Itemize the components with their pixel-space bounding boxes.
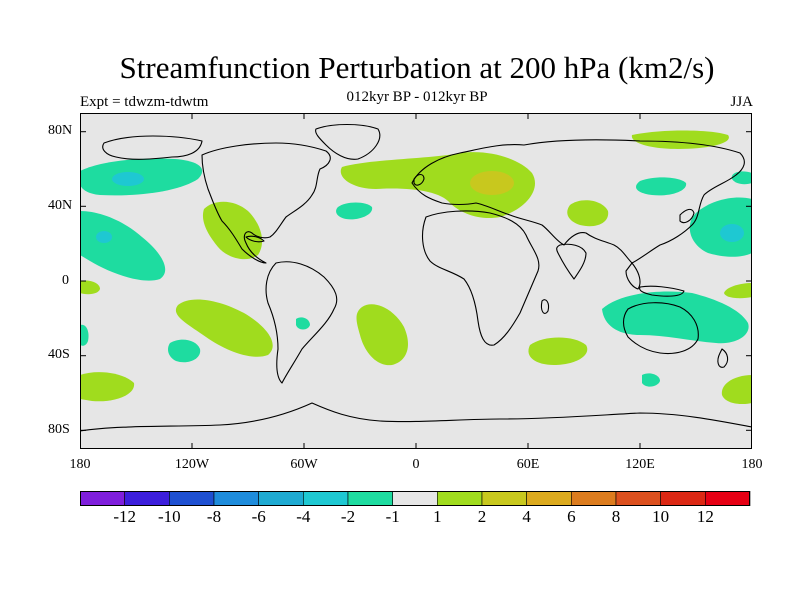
colorbar-box-2 [169, 491, 215, 506]
colorbar-label-10: 6 [567, 507, 576, 526]
positive-anomaly-layer [80, 130, 752, 405]
colorbar-boxes [80, 491, 751, 506]
colorbar-label-9: 4 [522, 507, 531, 526]
colorbar-label-2: -8 [206, 507, 222, 526]
anomaly-arctic [631, 130, 729, 149]
anomaly-sw-pacific [80, 372, 135, 402]
colorbar-label-11: 8 [611, 507, 621, 526]
colorbar-box-3 [213, 491, 259, 506]
lat-label-80n: 80N [48, 123, 73, 138]
coast-uk [413, 173, 425, 186]
colorbar-label-12: 10 [652, 507, 670, 526]
lon-label-60e: 60E [516, 457, 540, 472]
anomaly-pacific-equator [80, 280, 100, 295]
coast-se-asia [625, 262, 641, 290]
colorbar-label-0: -12 [113, 507, 136, 526]
coast-alaska [102, 135, 203, 160]
colorbar-label-8: 2 [477, 507, 487, 526]
streamfunction-map [80, 113, 752, 449]
anomaly-south-indian [642, 373, 660, 387]
lon-label-60w: 60W [290, 457, 318, 472]
anomaly-east-pacific [80, 211, 166, 281]
lat-label-40s: 40S [48, 347, 70, 362]
anomaly-west-pacific [689, 197, 752, 257]
colorbar-label-7: 1 [433, 507, 442, 526]
lat-label-80s: 80S [48, 422, 70, 437]
anomaly-core-epacific [96, 231, 112, 243]
coast-indonesia [639, 285, 685, 297]
colorbar-box-1 [124, 491, 170, 506]
lon-label-120w: 120W [174, 457, 210, 472]
anomaly-south-pacific [175, 299, 273, 357]
anomaly-core-wpacific [720, 224, 744, 242]
anomaly-core-eurasia [470, 171, 514, 195]
colorbar-box-0 [80, 491, 125, 506]
colorbar-label-4: -4 [296, 507, 311, 526]
coast-europe-asia [411, 139, 745, 264]
anomaly-pacific-20s [80, 324, 89, 346]
colorbar-box-12 [615, 491, 661, 506]
colorbar-label-1: -10 [157, 507, 181, 526]
coast-south-america [265, 261, 338, 384]
anomaly-atlantic-40n [336, 202, 373, 220]
coast-australia [622, 302, 699, 355]
coast-north-america [201, 142, 331, 264]
chart-subtitle: 012kyr BP - 012kyr BP [346, 89, 488, 105]
coast-caribbean [245, 235, 265, 243]
coast-africa [421, 210, 540, 346]
anomaly-southern-ocean-east [721, 375, 752, 405]
anomaly-core-npacific [112, 172, 144, 186]
coastlines [80, 124, 752, 432]
colorbar-label-13: 12 [696, 507, 714, 526]
colorbar-label-5: -2 [340, 507, 356, 526]
anomaly-south-indian-40s [528, 337, 588, 365]
anomaly-south-atlantic [356, 304, 408, 366]
map-ticks [80, 113, 752, 449]
colorbar-box-11 [571, 491, 617, 506]
anomaly-se-pacific [168, 339, 201, 363]
coast-greenland [315, 124, 381, 160]
colorbar [80, 491, 751, 506]
colorbar-frame [80, 491, 750, 506]
anomaly-samerica-small [296, 317, 310, 330]
colorbar-box-9 [481, 491, 527, 506]
anomaly-asia-center [567, 200, 609, 227]
colorbar-box-14 [705, 491, 751, 506]
coast-japan [679, 208, 695, 224]
colorbar-box-13 [660, 491, 706, 506]
lon-label-180e: 180 [741, 457, 763, 472]
season-label: JJA [730, 94, 753, 110]
chart-title: Streamfunction Perturbation at 200 hPa (… [119, 50, 715, 85]
lon-label-120e: 120E [625, 457, 655, 472]
anomaly-china [636, 177, 687, 196]
negative-core-layer [96, 172, 744, 243]
lat-label-0: 0 [62, 273, 69, 288]
colorbar-box-8 [437, 491, 483, 506]
colorbar-box-6 [347, 491, 393, 506]
colorbar-box-10 [526, 491, 572, 506]
lon-label-180w: 180 [69, 457, 91, 472]
lat-label-40n: 40N [48, 198, 73, 213]
coast-new-zealand [717, 348, 729, 368]
colorbar-label-6: -1 [385, 507, 400, 526]
colorbar-box-5 [303, 491, 349, 506]
colorbar-box-7 [392, 491, 438, 506]
anomaly-pacific-equator-east [724, 283, 752, 299]
experiment-label: Expt = tdwzm-tdwtm [80, 94, 209, 110]
lon-label-0: 0 [412, 457, 420, 472]
colorbar-box-4 [258, 491, 304, 506]
coast-india [556, 243, 587, 280]
colorbar-label-3: -6 [251, 507, 266, 526]
coast-madagascar [540, 299, 550, 314]
coast-antarctica [80, 402, 752, 432]
anomaly-eurasia [340, 152, 536, 219]
positive-core-layer [470, 171, 514, 195]
